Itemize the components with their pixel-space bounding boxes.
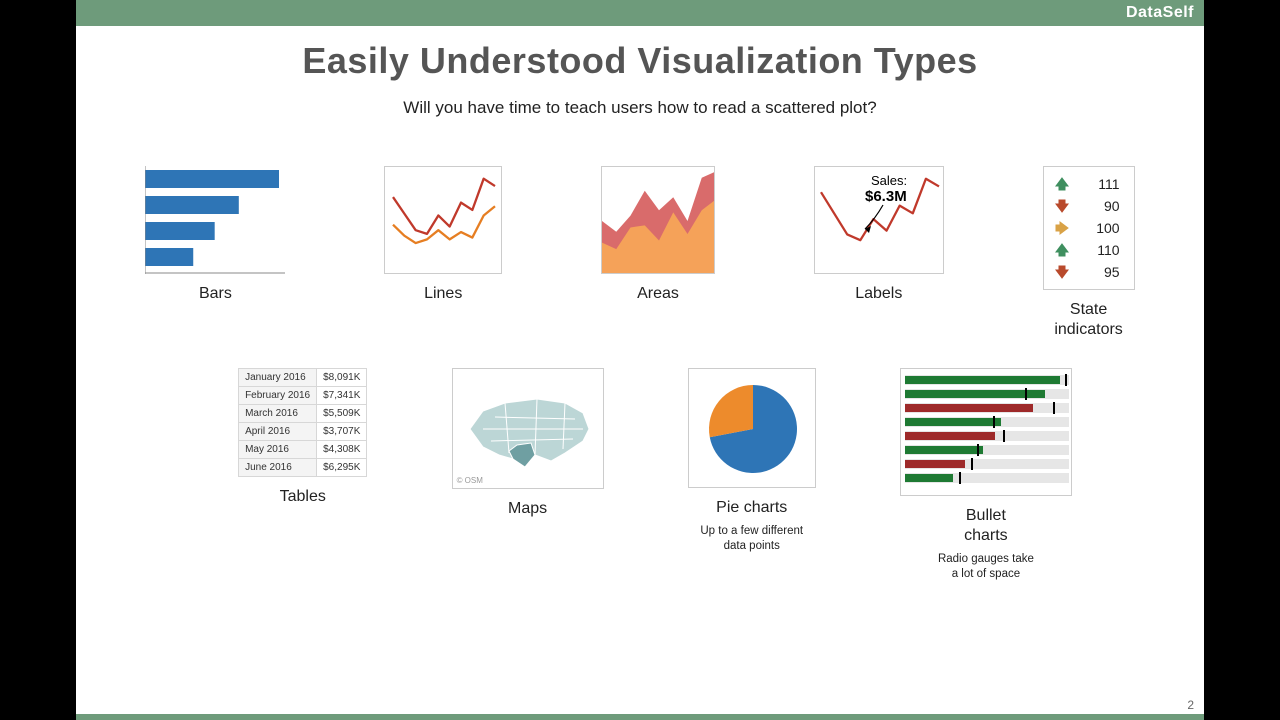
svg-text:Sales:: Sales: (871, 173, 907, 188)
arrow-up-icon (1054, 242, 1070, 258)
caption-state: Stateindicators (1054, 300, 1122, 340)
bullet-chart (900, 368, 1072, 496)
state-row: 100 (1054, 217, 1120, 239)
table-cell-key: February 2016 (239, 387, 317, 405)
caption-map: Maps (508, 499, 547, 519)
state-row: 95 (1054, 261, 1120, 283)
caption-lines: Lines (424, 284, 462, 304)
cell-map: © OSM Maps (452, 368, 604, 582)
row-2: January 2016$8,091KFebruary 2016$7,341KM… (76, 368, 1204, 582)
areas-chart (601, 166, 715, 274)
header-bar: DataSelf (76, 0, 1204, 26)
caption-table: Tables (280, 487, 326, 507)
mini-table: January 2016$8,091KFebruary 2016$7,341KM… (238, 368, 367, 477)
labels-chart: Sales:$6.3M (814, 166, 944, 274)
table-cell-key: May 2016 (239, 441, 317, 459)
cell-table: January 2016$8,091KFebruary 2016$7,341KM… (238, 368, 367, 582)
map-credit: © OSM (457, 476, 483, 485)
bars-chart (145, 166, 285, 274)
cell-state: 111 90 100 110 95 Stateindicators (1043, 166, 1135, 340)
row-1: Bars Lines Areas Sales:$6.3M Labels 111 9… (76, 166, 1204, 340)
brand-logo: DataSelf (1126, 4, 1194, 22)
table-cell-value: $4,308K (317, 441, 367, 459)
caption-bars: Bars (199, 284, 232, 304)
state-indicators: 111 90 100 110 95 (1043, 166, 1135, 290)
cell-labels: Sales:$6.3M Labels (814, 166, 944, 340)
page-number: 2 (1187, 698, 1194, 712)
arrow-up-icon (1054, 176, 1070, 192)
state-row: 111 (1054, 173, 1120, 195)
state-row: 90 (1054, 195, 1120, 217)
pie-chart (688, 368, 816, 488)
state-value: 95 (1090, 264, 1120, 280)
map-chart (453, 369, 603, 483)
arrow-down-icon (1054, 198, 1070, 214)
table-cell-value: $3,707K (317, 423, 367, 441)
caption-bullet: Bulletcharts (964, 506, 1008, 546)
subcaption-bullet: Radio gauges takea lot of space (938, 552, 1034, 582)
arrow-down-icon (1054, 264, 1070, 280)
table-cell-key: March 2016 (239, 405, 317, 423)
cell-lines: Lines (384, 166, 502, 340)
table-cell-value: $7,341K (317, 387, 367, 405)
state-row: 110 (1054, 239, 1120, 261)
cell-bullet: Bulletcharts Radio gauges takea lot of s… (900, 368, 1072, 582)
table-cell-value: $5,509K (317, 405, 367, 423)
cell-bars: Bars (145, 166, 285, 340)
state-value: 110 (1090, 242, 1120, 258)
state-value: 90 (1090, 198, 1120, 214)
caption-pie: Pie charts (716, 498, 787, 518)
map-thumb: © OSM (452, 368, 604, 489)
table-cell-key: June 2016 (239, 459, 317, 477)
caption-areas: Areas (637, 284, 679, 304)
slide-title: Easily Understood Visualization Types (76, 40, 1204, 82)
table-cell-key: April 2016 (239, 423, 317, 441)
table-cell-value: $8,091K (317, 369, 367, 387)
subcaption-pie: Up to a few differentdata points (700, 524, 803, 554)
caption-labels: Labels (855, 284, 902, 304)
footer-bar (76, 714, 1204, 720)
slide: DataSelf Easily Understood Visualization… (76, 0, 1204, 720)
cell-pie: Pie charts Up to a few differentdata poi… (688, 368, 816, 582)
state-value: 100 (1090, 220, 1120, 236)
lines-chart (384, 166, 502, 274)
cell-areas: Areas (601, 166, 715, 340)
slide-subtitle: Will you have time to teach users how to… (76, 98, 1204, 118)
arrow-right-icon (1054, 220, 1070, 236)
table-cell-key: January 2016 (239, 369, 317, 387)
table-cell-value: $6,295K (317, 459, 367, 477)
svg-text:$6.3M: $6.3M (865, 188, 907, 205)
state-value: 111 (1090, 176, 1120, 192)
